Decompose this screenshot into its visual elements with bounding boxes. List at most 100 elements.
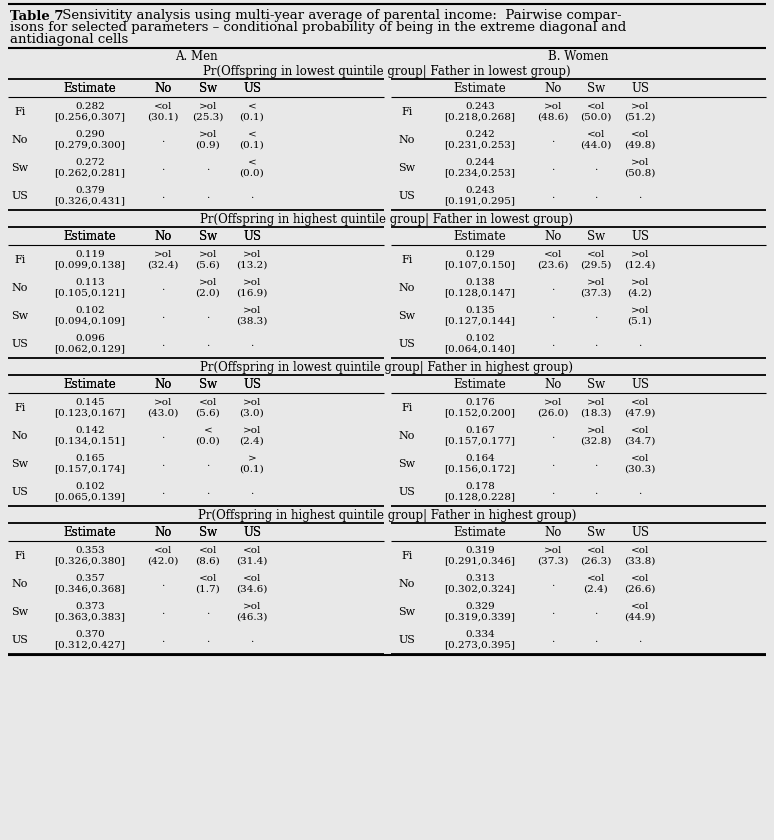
Text: .: . [551,164,555,172]
Text: 0.243
[0.218,0.268]: 0.243 [0.218,0.268] [444,102,515,122]
Text: US: US [243,526,261,538]
Text: Sw: Sw [399,311,416,321]
Text: .: . [207,312,210,321]
Text: No: No [154,81,172,94]
Text: 0.138
[0.128,0.147]: 0.138 [0.128,0.147] [444,278,515,297]
Text: No: No [12,431,28,441]
Text: Fi: Fi [14,255,26,265]
Text: >
(0.1): > (0.1) [240,454,265,474]
Text: US: US [243,81,261,94]
Text: 0.102
[0.065,0.139]: 0.102 [0.065,0.139] [54,482,125,501]
Text: 0.178
[0.128,0.228]: 0.178 [0.128,0.228] [444,482,515,501]
Text: Sw: Sw [399,163,416,173]
Text: .: . [161,164,165,172]
Text: 0.290
[0.279,0.300]: 0.290 [0.279,0.300] [54,130,125,150]
Text: >ol
(16.9): >ol (16.9) [236,278,268,297]
Text: 0.313
[0.302,0.324]: 0.313 [0.302,0.324] [444,575,515,594]
Text: Estimate: Estimate [63,229,116,243]
Text: <ol
(44.0): <ol (44.0) [580,130,611,150]
Text: >ol
(25.3): >ol (25.3) [192,102,224,122]
Text: .: . [207,192,210,201]
Text: <
(0.1): < (0.1) [240,102,265,122]
Text: .: . [207,607,210,617]
Text: <ol
(2.4): <ol (2.4) [584,575,608,594]
Text: <ol
(26.6): <ol (26.6) [625,575,656,594]
Text: 0.145
[0.123,0.167]: 0.145 [0.123,0.167] [54,398,125,417]
Text: US: US [399,487,416,497]
Text: .: . [551,135,555,144]
Text: .: . [639,487,642,496]
Text: No: No [399,283,415,293]
Text: .: . [161,432,165,440]
Text: No: No [154,377,172,391]
Text: 0.164
[0.156,0.172]: 0.164 [0.156,0.172] [444,454,515,474]
Text: Sw: Sw [587,526,605,538]
Text: <ol
(30.1): <ol (30.1) [147,102,179,122]
Text: .: . [551,636,555,644]
Text: <
(0.0): < (0.0) [240,158,265,178]
Text: >ol
(43.0): >ol (43.0) [147,398,179,417]
Text: No: No [544,229,562,243]
Text: 0.357
[0.346,0.368]: 0.357 [0.346,0.368] [54,575,125,594]
Text: <ol
(26.3): <ol (26.3) [580,546,611,565]
Text: >ol
(32.4): >ol (32.4) [147,250,179,270]
Text: Pr(Offspring in highest quintile group| Father in lowest group): Pr(Offspring in highest quintile group| … [200,213,574,225]
Text: .: . [250,636,254,644]
Text: 0.319
[0.291,0.346]: 0.319 [0.291,0.346] [444,546,515,565]
Text: Sw: Sw [199,81,217,94]
Text: .: . [161,459,165,469]
Text: <ol
(50.0): <ol (50.0) [580,102,611,122]
Text: Estimate: Estimate [63,229,116,243]
Text: 0.282
[0.256,0.307]: 0.282 [0.256,0.307] [54,102,125,122]
Text: US: US [243,526,261,538]
Text: US: US [12,487,29,497]
Text: .: . [161,580,165,589]
Text: <ol
(31.4): <ol (31.4) [236,546,268,565]
Text: >ol
(37.3): >ol (37.3) [580,278,611,297]
Text: US: US [631,229,649,243]
Text: .: . [207,459,210,469]
Text: .: . [551,312,555,321]
Text: US: US [399,635,416,645]
Text: .: . [250,487,254,496]
Text: >ol
(26.0): >ol (26.0) [537,398,569,417]
Text: Estimate: Estimate [63,377,116,391]
Text: >ol
(51.2): >ol (51.2) [625,102,656,122]
Text: Pr(Offspring in lowest quintile group| Father in lowest group): Pr(Offspring in lowest quintile group| F… [204,65,570,77]
Text: Fi: Fi [401,107,413,117]
Text: Estimate: Estimate [454,81,506,94]
Text: Fi: Fi [14,107,26,117]
Text: 0.370
[0.312,0.427]: 0.370 [0.312,0.427] [54,630,125,649]
Text: <ol
(1.7): <ol (1.7) [196,575,221,594]
Text: <ol
(49.8): <ol (49.8) [625,130,656,150]
Text: .: . [639,339,642,349]
Text: Fi: Fi [401,255,413,265]
Text: 0.167
[0.157,0.177]: 0.167 [0.157,0.177] [444,426,515,446]
Text: .: . [551,580,555,589]
Text: .: . [161,135,165,144]
Text: <
(0.1): < (0.1) [240,130,265,150]
Text: No: No [399,579,415,589]
Text: US: US [243,81,261,94]
Text: US: US [631,526,649,538]
Text: US: US [243,229,261,243]
Text: Table 7: Table 7 [10,9,63,23]
Text: .: . [250,339,254,349]
Text: .: . [161,636,165,644]
Text: .: . [594,487,598,496]
Text: <
(0.0): < (0.0) [196,426,221,446]
Text: 0.243
[0.191,0.295]: 0.243 [0.191,0.295] [444,186,515,206]
Text: No: No [544,81,562,94]
Text: <ol
(34.6): <ol (34.6) [236,575,268,594]
Text: Sw: Sw [587,229,605,243]
Text: <ol
(23.6): <ol (23.6) [537,250,569,270]
Text: .: . [594,164,598,172]
Text: Estimate: Estimate [63,377,116,391]
Text: .: . [551,607,555,617]
Text: .: . [161,283,165,292]
Text: >ol
(2.0): >ol (2.0) [196,278,221,297]
Text: .: . [207,164,210,172]
Text: Sw: Sw [199,526,217,538]
Text: Estimate: Estimate [454,526,506,538]
Text: <ol
(44.9): <ol (44.9) [625,602,656,622]
